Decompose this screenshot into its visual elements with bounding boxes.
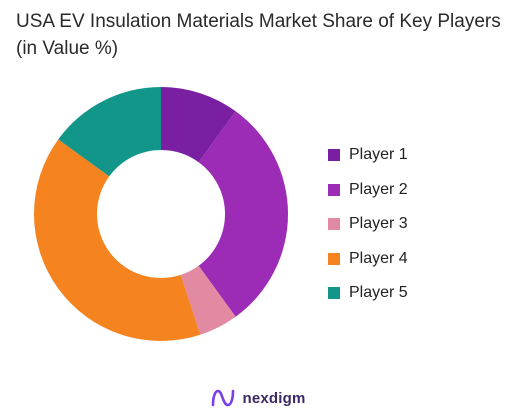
donut-chart [33,87,288,342]
legend-swatch [328,218,340,231]
legend-item-3: Player 3 [328,207,408,242]
brand-footer: nexdigm [0,387,516,409]
donut-slice-4 [33,139,201,342]
brand-name: nexdigm [242,389,306,407]
nexdigm-logo-icon [212,389,235,407]
legend-item-4: Player 4 [328,242,408,277]
legend-swatch [328,287,340,300]
legend-label: Player 3 [349,215,408,233]
legend-swatch [328,252,340,265]
donut-slice-2 [198,111,288,317]
legend-item-2: Player 2 [328,173,408,208]
chart-title: USA EV Insulation Materials Market Share… [16,11,501,59]
legend-item-5: Player 5 [328,276,408,311]
legend-swatch [328,149,340,162]
legend-label: Player 1 [349,146,408,164]
donut-slice-1 [161,87,236,163]
legend-item-1: Player 1 [328,138,408,173]
legend-swatch [328,183,340,196]
legend-label: Player 4 [349,249,408,267]
donut-slice-5 [58,87,162,177]
chart-legend: Player 1 Player 2 Player 3 Player 4 Player 5 [328,138,408,311]
legend-label: Player 2 [349,180,408,198]
donut-slice-3 [180,265,236,335]
legend-label: Player 5 [349,284,408,302]
